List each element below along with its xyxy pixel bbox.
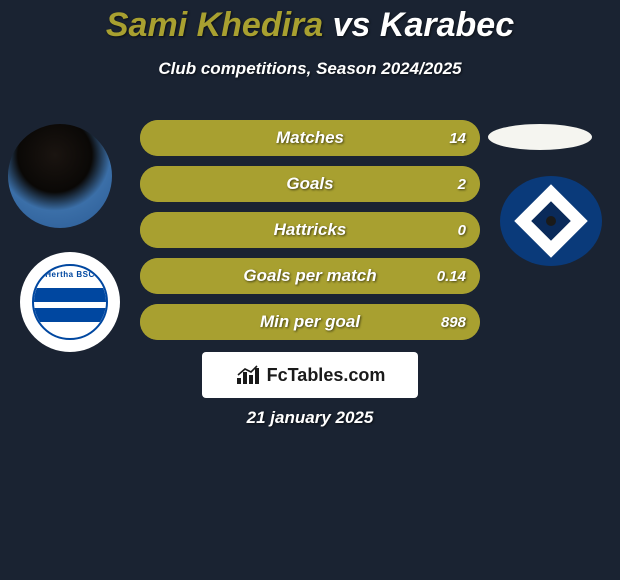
stat-row-goals-per-match: Goals per match 0.14 bbox=[140, 258, 480, 294]
stat-row-hattricks: Hattricks 0 bbox=[140, 212, 480, 248]
brand-badge: FcTables.com bbox=[202, 352, 418, 398]
hertha-crest-text: Hertha BSC bbox=[34, 270, 106, 279]
player2-photo bbox=[488, 124, 592, 150]
hertha-stripe bbox=[34, 308, 106, 322]
stat-label: Hattricks bbox=[140, 220, 480, 240]
stat-label: Goals bbox=[140, 174, 480, 194]
comparison-title: Sami Khedira vs Karabec bbox=[0, 0, 620, 45]
player1-club-logo: Hertha BSC bbox=[20, 252, 120, 352]
stat-value-right: 0 bbox=[458, 222, 466, 239]
subtitle: Club competitions, Season 2024/2025 bbox=[0, 59, 620, 79]
player2-club-logo bbox=[500, 176, 602, 266]
hsv-crest-dot bbox=[546, 216, 556, 226]
hsv-crest bbox=[514, 184, 588, 258]
stats-container: Matches 14 Goals 2 Hattricks 0 Goals per… bbox=[140, 120, 480, 350]
stat-row-matches: Matches 14 bbox=[140, 120, 480, 156]
stat-value-right: 2 bbox=[458, 176, 466, 193]
player1-photo bbox=[8, 124, 112, 228]
stat-value-right: 898 bbox=[441, 314, 466, 331]
stat-label: Matches bbox=[140, 128, 480, 148]
player2-name: Karabec bbox=[380, 6, 514, 44]
stat-row-goals: Goals 2 bbox=[140, 166, 480, 202]
hsv-crest-inner bbox=[531, 201, 571, 241]
stat-value-right: 14 bbox=[449, 130, 466, 147]
player1-name: Sami Khedira bbox=[106, 6, 323, 44]
vs-text: vs bbox=[333, 6, 371, 44]
stat-label: Goals per match bbox=[140, 266, 480, 286]
stat-label: Min per goal bbox=[140, 312, 480, 332]
stat-row-min-per-goal: Min per goal 898 bbox=[140, 304, 480, 340]
stat-value-right: 0.14 bbox=[437, 268, 466, 285]
date-text: 21 january 2025 bbox=[0, 408, 620, 428]
hertha-bsc-crest: Hertha BSC bbox=[32, 264, 108, 340]
brand-text: FcTables.com bbox=[267, 365, 386, 386]
bars-icon bbox=[235, 364, 261, 386]
hertha-stripe bbox=[34, 288, 106, 302]
